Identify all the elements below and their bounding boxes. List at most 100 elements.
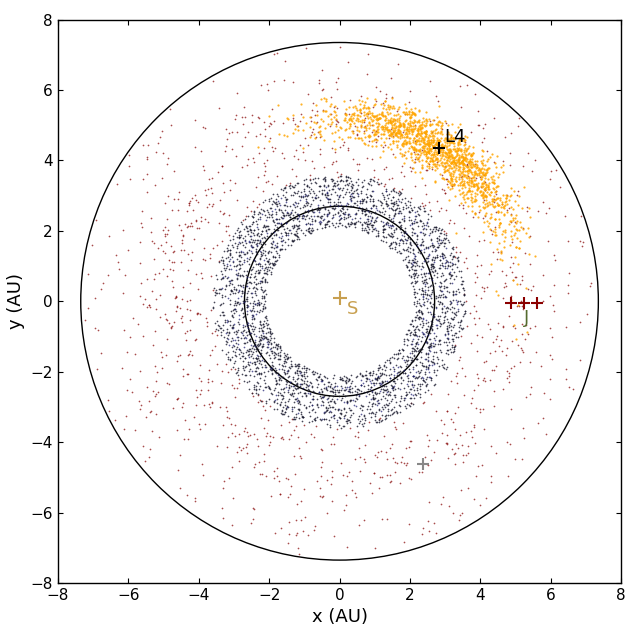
Point <box>330 127 340 138</box>
Point <box>384 117 394 127</box>
Point <box>299 186 310 196</box>
Point <box>425 301 436 311</box>
Point <box>478 188 488 198</box>
Point <box>199 122 210 132</box>
Point <box>415 388 425 399</box>
Point <box>163 225 173 235</box>
Point <box>292 365 302 376</box>
Point <box>425 280 436 291</box>
Point <box>383 229 393 239</box>
Point <box>502 207 512 217</box>
Point <box>254 383 264 394</box>
Point <box>398 244 408 254</box>
Point <box>263 257 273 267</box>
Point <box>410 292 420 303</box>
Point <box>342 415 353 425</box>
Point <box>475 166 486 176</box>
Point <box>296 367 306 377</box>
Point <box>242 255 253 266</box>
Point <box>356 120 367 131</box>
Point <box>160 222 170 232</box>
Point <box>421 189 431 199</box>
Point <box>189 205 199 215</box>
Point <box>305 175 315 185</box>
Point <box>563 288 573 298</box>
Point <box>467 206 477 216</box>
Point <box>327 184 337 194</box>
Point <box>220 315 230 325</box>
Point <box>309 129 319 139</box>
Point <box>462 262 472 273</box>
Point <box>113 257 123 267</box>
Point <box>130 426 140 436</box>
Point <box>247 388 257 398</box>
Point <box>387 201 398 211</box>
Point <box>415 248 425 259</box>
Point <box>490 214 500 224</box>
Point <box>229 319 239 329</box>
Point <box>401 387 411 397</box>
Point <box>525 389 536 399</box>
Point <box>147 426 157 436</box>
Point <box>454 157 465 168</box>
Point <box>387 129 397 139</box>
Point <box>517 275 527 285</box>
Point <box>464 177 474 187</box>
Point <box>421 220 431 230</box>
Point <box>568 384 578 394</box>
Point <box>460 196 470 207</box>
Point <box>178 371 188 381</box>
Point <box>468 175 479 185</box>
Point <box>436 278 446 289</box>
Point <box>500 225 510 236</box>
Point <box>407 339 417 349</box>
Point <box>508 204 518 214</box>
Point <box>323 196 334 207</box>
Point <box>302 180 312 191</box>
Point <box>161 350 171 360</box>
Point <box>234 247 244 257</box>
Point <box>151 362 161 372</box>
Point <box>234 227 244 237</box>
Point <box>481 191 491 202</box>
Point <box>380 376 390 386</box>
Point <box>378 122 388 132</box>
Point <box>453 140 463 150</box>
Point <box>408 145 418 155</box>
Point <box>362 374 372 384</box>
Point <box>257 273 267 283</box>
Point <box>277 406 287 416</box>
Point <box>268 236 279 246</box>
Point <box>289 221 299 232</box>
Point <box>305 389 315 399</box>
Point <box>341 384 351 394</box>
Point <box>254 339 265 349</box>
Point <box>216 330 226 340</box>
Point <box>206 397 216 407</box>
Point <box>412 154 422 164</box>
Point <box>240 362 250 372</box>
Point <box>435 117 445 127</box>
Point <box>234 280 244 290</box>
Point <box>335 209 346 220</box>
Point <box>391 136 401 147</box>
Point <box>306 130 316 140</box>
Point <box>279 358 289 368</box>
Point <box>493 172 503 182</box>
Point <box>414 136 424 146</box>
Point <box>246 227 256 237</box>
Point <box>221 226 231 236</box>
Point <box>368 380 379 390</box>
Point <box>425 333 436 344</box>
Point <box>137 206 147 216</box>
Point <box>264 121 274 131</box>
Point <box>366 180 376 190</box>
Point <box>379 181 389 191</box>
Point <box>339 413 349 423</box>
Point <box>439 252 449 262</box>
Point <box>422 326 432 337</box>
Point <box>447 153 457 163</box>
Point <box>343 386 353 396</box>
Point <box>391 121 401 131</box>
Point <box>384 125 394 135</box>
